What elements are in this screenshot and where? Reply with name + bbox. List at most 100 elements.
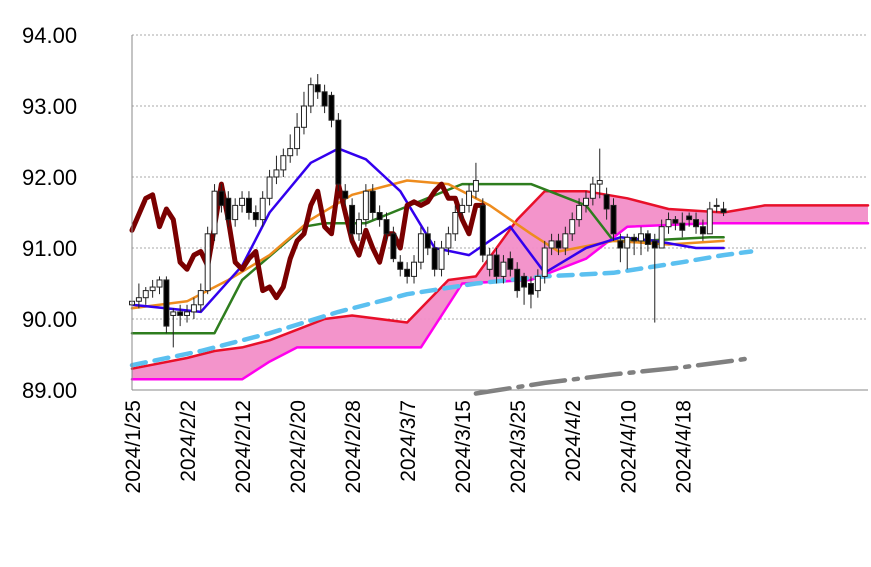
- candle-body-up: [142, 290, 149, 299]
- y-tick-label: 93.00: [22, 94, 77, 119]
- candlestick: [617, 233, 624, 263]
- candlestick: [328, 91, 335, 128]
- candle-body-down: [252, 212, 259, 221]
- x-tick-label: 2024/3/15: [452, 400, 475, 493]
- candle-body-up: [417, 233, 424, 263]
- x-tick-label: 2024/2/20: [287, 400, 310, 493]
- candle-body-up: [596, 180, 603, 185]
- candle-body-up: [452, 212, 459, 235]
- candlestick: [713, 198, 720, 213]
- candle-body-down: [321, 91, 328, 107]
- candlestick: [424, 226, 431, 256]
- candlestick: [218, 184, 225, 213]
- candle-body-up: [706, 208, 713, 235]
- candlestick: [342, 184, 349, 206]
- candlestick: [390, 226, 397, 263]
- candle-body-up: [472, 180, 479, 192]
- candle-body-down: [245, 197, 252, 214]
- x-tick-label: 2024/3/7: [397, 400, 420, 482]
- candle-body-up: [624, 236, 631, 249]
- candlestick: [466, 184, 473, 213]
- candlestick: [644, 230, 651, 252]
- x-tick-label: 2024/1/25: [122, 400, 145, 493]
- x-tick-label: 2024/2/2: [177, 400, 200, 482]
- candlestick: [576, 198, 583, 227]
- candle-body-up: [548, 240, 555, 249]
- candle-body-down: [349, 204, 356, 235]
- candle-body-up: [459, 204, 466, 213]
- candlestick: [706, 201, 713, 235]
- candle-body-down: [699, 226, 706, 235]
- candle-body-down: [514, 268, 521, 292]
- candle-body-up: [576, 204, 583, 221]
- candle-body-down: [163, 279, 170, 327]
- candlestick: [397, 255, 404, 277]
- candle-body-down: [679, 222, 686, 231]
- candle-body-up: [356, 219, 362, 235]
- candlestick: [527, 276, 534, 309]
- kumo-cloud: [132, 191, 868, 380]
- candlestick: [369, 184, 376, 220]
- candle-body-up: [466, 190, 473, 206]
- series-line-lead_a: [130, 189, 870, 370]
- candle-body-down: [603, 194, 610, 210]
- x-tick-label: 2024/3/25: [507, 400, 530, 493]
- candle-body-up: [411, 261, 417, 277]
- candlestick: [314, 74, 321, 99]
- candlestick: [720, 201, 727, 217]
- candlestick: [190, 297, 197, 319]
- candlestick: [679, 212, 686, 238]
- candle-body-up: [232, 204, 239, 221]
- y-tick-label: 91.00: [22, 236, 77, 261]
- candle-body-down: [397, 261, 404, 270]
- candle-body-up: [445, 233, 452, 249]
- candlestick: [376, 205, 383, 227]
- x-tick-label: 2024/2/28: [342, 400, 365, 493]
- candle-body-up: [135, 297, 142, 302]
- candle-body-down: [376, 212, 383, 221]
- candle-body-down: [555, 240, 562, 249]
- x-tick-label: 2024/4/18: [672, 400, 695, 493]
- candle-body-up: [589, 183, 596, 199]
- candlestick: [280, 148, 287, 177]
- candlestick: [170, 308, 177, 348]
- candlestick: [658, 219, 665, 249]
- candlestick: [163, 276, 170, 334]
- candlestick: [445, 226, 452, 256]
- candle-body-down: [177, 311, 184, 316]
- candlestick: [259, 191, 266, 227]
- candle-body-down: [693, 219, 700, 228]
- candle-body-down: [314, 84, 321, 93]
- candle-body-down: [218, 190, 225, 206]
- candlestick: [142, 287, 149, 305]
- candle-body-up: [362, 190, 369, 221]
- x-axis-ticks: 2024/1/25 2024/2/2 2024/2/12 2024/2/20 2024/…: [122, 400, 695, 493]
- axes: [131, 35, 868, 391]
- candle-body-up: [541, 247, 548, 277]
- candle-body-up: [307, 84, 314, 107]
- candlestick: [569, 212, 576, 241]
- candlestick: [603, 187, 610, 220]
- candle-body-down: [431, 247, 438, 270]
- candle-body-down: [507, 258, 514, 270]
- candle-body-up: [239, 197, 246, 206]
- candlestick: [252, 205, 259, 227]
- candlestick: [349, 198, 356, 241]
- candlestick: [204, 226, 211, 295]
- candlestick: [362, 184, 369, 227]
- x-tick-label: 2024/4/10: [617, 400, 640, 493]
- candlestick: [638, 226, 644, 256]
- candlestick: [294, 113, 301, 156]
- candle-body-down: [404, 268, 411, 277]
- candlestick: [225, 191, 232, 227]
- candle-body-up: [638, 233, 644, 242]
- candlestick: [479, 198, 486, 263]
- candlestick: [197, 283, 204, 312]
- series-line-lead_b: [130, 221, 870, 381]
- candle-body-down: [672, 219, 679, 224]
- candle-body-up: [583, 197, 589, 206]
- candle-body-up: [280, 155, 287, 171]
- candlestick: [452, 205, 459, 241]
- candle-body-up: [569, 219, 576, 235]
